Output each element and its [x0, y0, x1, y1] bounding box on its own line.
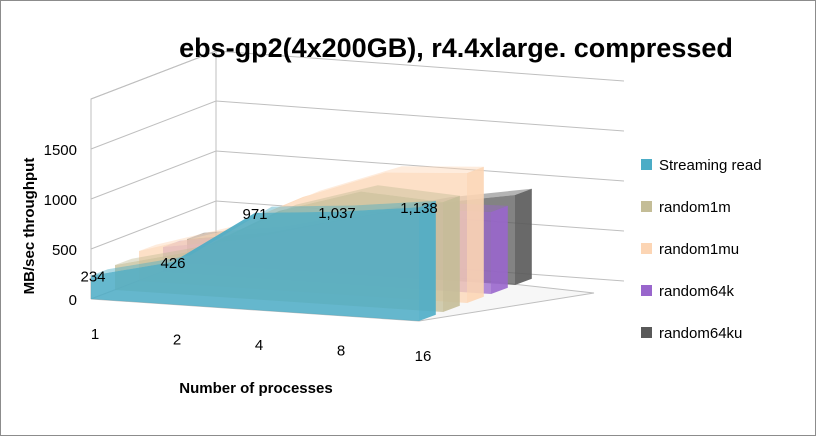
series-end-cap	[515, 188, 532, 285]
gridline	[90, 50, 625, 100]
legend-item: random1m	[641, 199, 731, 216]
gridline	[90, 150, 625, 200]
legend-label: random64ku	[659, 325, 742, 342]
y-tick-label: 0	[69, 292, 77, 309]
series-end-cap	[443, 195, 460, 312]
series-front-face	[91, 207, 419, 321]
x-tick-label: 8	[337, 343, 345, 360]
x-axis-ticks: 1 2 4 8 16	[91, 326, 432, 365]
gridline	[90, 100, 625, 150]
data-label: 1,138	[400, 200, 438, 217]
series-end-cap	[467, 166, 484, 303]
series-end-cap	[419, 200, 436, 321]
legend-swatch	[641, 327, 652, 338]
data-label: 426	[160, 255, 185, 272]
x-tick-label: 2	[173, 332, 181, 349]
series-streaming-read	[91, 200, 436, 321]
legend-item: random64k	[641, 283, 735, 300]
series-end-cap	[491, 205, 508, 294]
legend-item: random64ku	[641, 325, 742, 342]
x-axis-title: Number of processes	[179, 380, 332, 397]
series-layer	[91, 166, 532, 321]
y-tick-label: 1000	[44, 192, 77, 209]
data-labels-layer: 234 426 971 1,037 1,138	[80, 200, 437, 285]
legend-label: random64k	[659, 283, 735, 300]
legend-swatch	[641, 159, 652, 170]
x-tick-label: 16	[415, 348, 432, 365]
series-top-surface	[115, 185, 460, 265]
legend-item: Streaming read	[641, 157, 762, 174]
series-top-surface	[139, 166, 484, 251]
legend-swatch	[641, 201, 652, 212]
legend-item: random1mu	[641, 241, 739, 258]
legend-label: random1m	[659, 199, 731, 216]
series-top-surface	[91, 200, 436, 276]
data-label: 971	[242, 206, 267, 223]
legend-label: Streaming read	[659, 157, 762, 174]
x-tick-label: 4	[255, 337, 263, 354]
data-label: 1,037	[318, 205, 356, 222]
y-axis-ticks: 0 500 1000 1500	[44, 142, 77, 309]
y-axis-title: MB/sec throughput	[21, 158, 38, 295]
data-label: 234	[80, 269, 105, 286]
legend-label: random1mu	[659, 241, 739, 258]
x-tick-label: 1	[91, 326, 99, 343]
y-tick-label: 1500	[44, 142, 77, 159]
y-tick-label: 500	[52, 242, 77, 259]
chart-title: ebs-gp2(4x200GB), r4.4xlarge. compressed	[179, 33, 733, 63]
legend: Streaming read random1m random1mu random64k…	[641, 157, 762, 342]
legend-swatch	[641, 243, 652, 254]
legend-swatch	[641, 285, 652, 296]
